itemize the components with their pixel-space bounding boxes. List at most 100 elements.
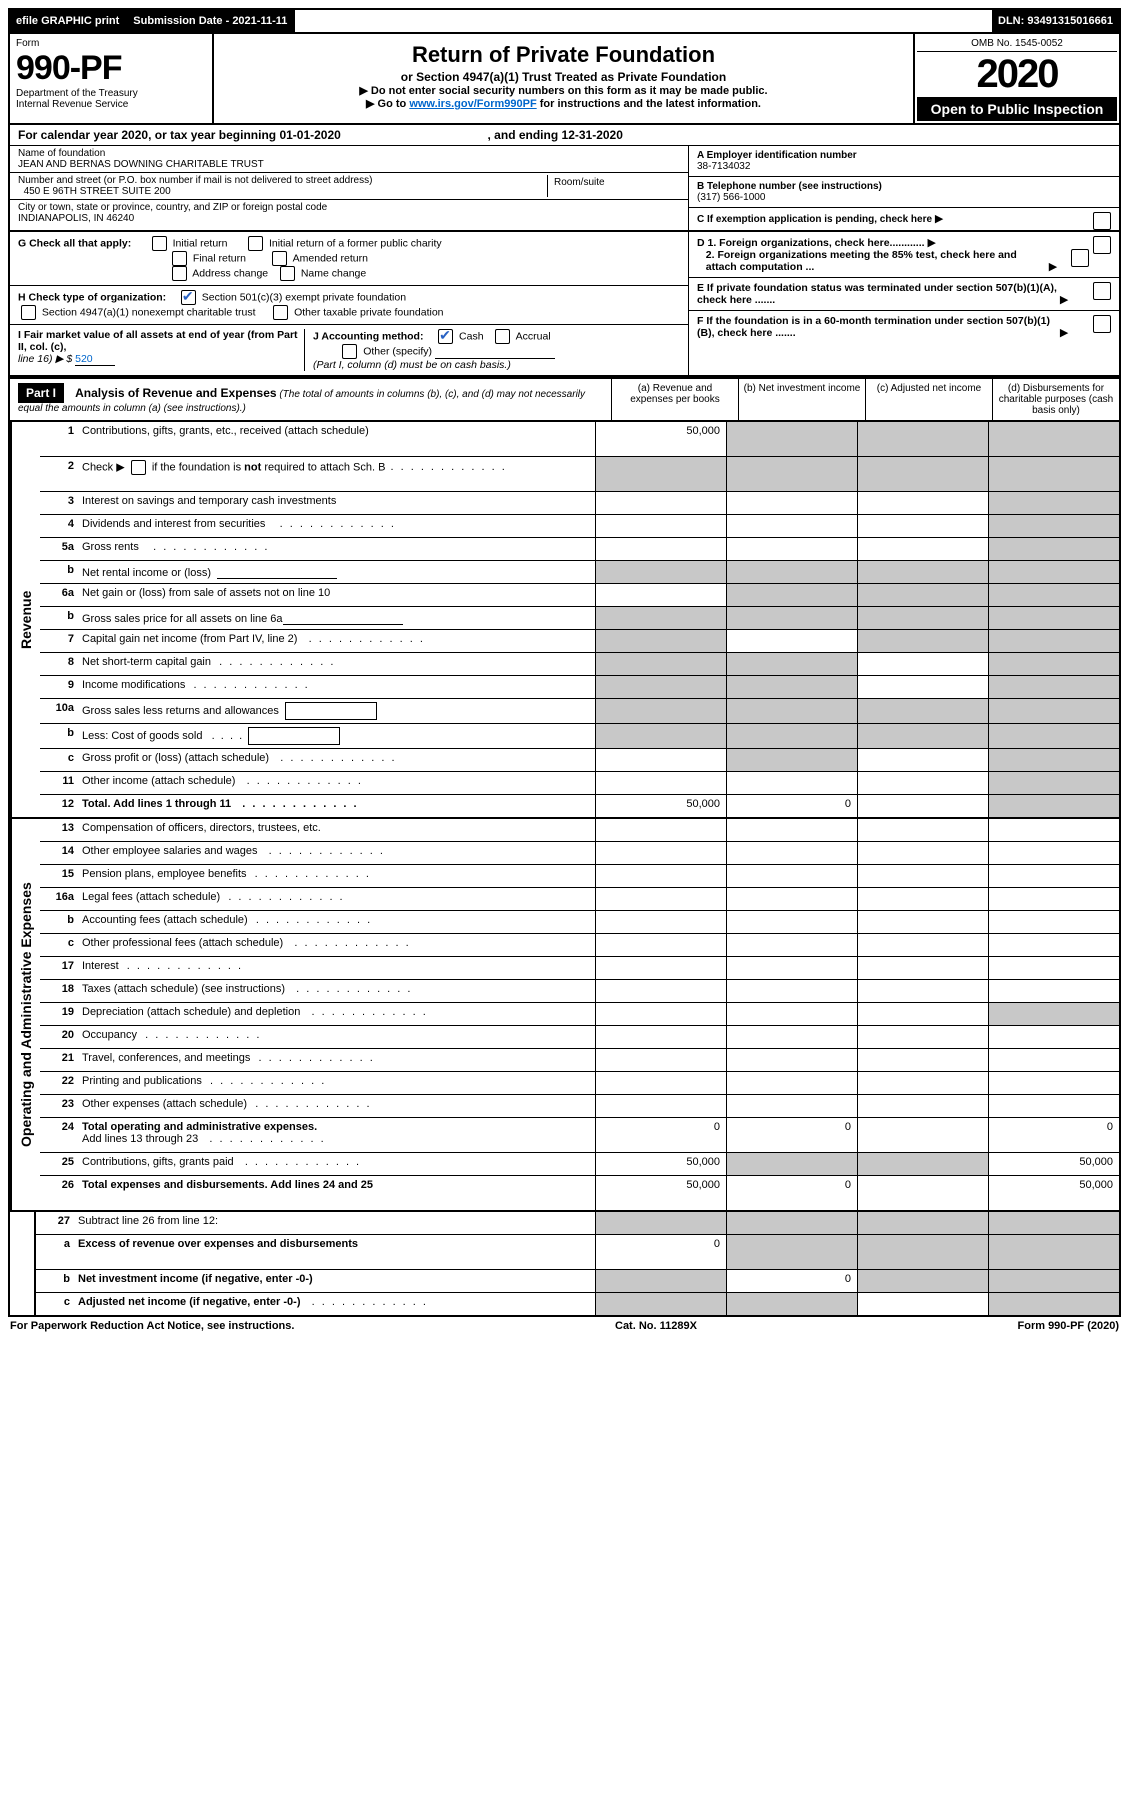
d <box>988 607 1119 629</box>
row-1-desc: Contributions, gifts, grants, etc., rece… <box>78 422 595 456</box>
d <box>988 1270 1119 1292</box>
dln: DLN: 93491315016661 <box>992 10 1119 32</box>
d: Gross profit or (loss) (attach schedule) <box>78 749 595 771</box>
d <box>988 492 1119 514</box>
d: Accounting fees (attach schedule) <box>78 911 595 933</box>
accrual-checkbox[interactable] <box>495 329 510 344</box>
c-checkbox[interactable] <box>1093 212 1111 230</box>
row-2-d <box>988 457 1119 491</box>
amended-return-checkbox[interactable] <box>272 251 287 266</box>
fmv-value: 520 <box>75 353 115 366</box>
form990pf-link[interactable]: www.irs.gov/Form990PF <box>409 98 536 110</box>
a: 50,000 <box>595 795 726 817</box>
cash-checkbox[interactable] <box>438 329 453 344</box>
cal-begin: For calendar year 2020, or tax year begi… <box>18 128 341 142</box>
d: Net gain or (loss) from sale of assets n… <box>78 584 595 606</box>
n: 15 <box>40 865 78 887</box>
d <box>988 1026 1119 1048</box>
ein-value: 38-7134032 <box>697 161 750 172</box>
row-21: 21Travel, conferences, and meetings <box>40 1049 1119 1072</box>
row-2-c <box>857 457 988 491</box>
row-2-b <box>726 457 857 491</box>
row-10c: cGross profit or (loss) (attach schedule… <box>40 749 1119 772</box>
d <box>988 819 1119 841</box>
entity-right: A Employer identification number 38-7134… <box>689 146 1119 230</box>
c <box>857 607 988 629</box>
address-change-checkbox[interactable] <box>172 266 187 281</box>
n: b <box>36 1270 74 1292</box>
n: 16a <box>40 888 78 910</box>
a <box>595 1072 726 1094</box>
b <box>726 980 857 1002</box>
d: Occupancy <box>78 1026 595 1048</box>
n: b <box>40 911 78 933</box>
row-20: 20Occupancy <box>40 1026 1119 1049</box>
d <box>988 1095 1119 1117</box>
d-row: D 1. Foreign organizations, check here..… <box>689 232 1119 278</box>
f-checkbox[interactable] <box>1093 315 1111 333</box>
n: c <box>40 934 78 956</box>
check-section: G Check all that apply: Initial return I… <box>8 232 1121 377</box>
c <box>857 934 988 956</box>
row-15: 15Pension plans, employee benefits <box>40 865 1119 888</box>
row-1-num: 1 <box>40 422 78 456</box>
b <box>726 492 857 514</box>
n: 25 <box>40 1153 78 1175</box>
d1-label: D 1. Foreign organizations, check here..… <box>697 237 925 249</box>
501c3-checkbox[interactable] <box>181 290 196 305</box>
form-subtitle: or Section 4947(a)(1) Trust Treated as P… <box>222 70 905 84</box>
top-bar: efile GRAPHIC print Submission Date - 20… <box>8 8 1121 34</box>
d <box>988 749 1119 771</box>
d <box>988 1003 1119 1025</box>
name-change-checkbox[interactable] <box>280 266 295 281</box>
a <box>595 911 726 933</box>
phone-label: B Telephone number (see instructions) <box>697 181 882 192</box>
expenses-table: Operating and Administrative Expenses 13… <box>8 819 1121 1212</box>
a: 50,000 <box>595 1176 726 1210</box>
row-24: 24Total operating and administrative exp… <box>40 1118 1119 1153</box>
row-27: 27Subtract line 26 from line 12: <box>36 1212 1119 1235</box>
initial-return-checkbox[interactable] <box>152 236 167 251</box>
b: 0 <box>726 1176 857 1210</box>
n: 3 <box>40 492 78 514</box>
d: Gross sales price for all assets on line… <box>78 607 595 629</box>
d2-checkbox[interactable] <box>1071 249 1089 267</box>
footer-right: Form 990-PF (2020) <box>1018 1320 1120 1332</box>
phone-field: B Telephone number (see instructions) (3… <box>689 177 1119 208</box>
e-checkbox[interactable] <box>1093 282 1111 300</box>
d: Capital gain net income (from Part IV, l… <box>78 630 595 652</box>
a <box>595 724 726 748</box>
g-label: G Check all that apply: <box>18 237 131 249</box>
a <box>595 492 726 514</box>
schb-checkbox[interactable] <box>131 460 146 475</box>
b: 0 <box>726 1118 857 1152</box>
n: 19 <box>40 1003 78 1025</box>
a <box>595 934 726 956</box>
d: Total operating and administrative expen… <box>78 1118 595 1152</box>
b <box>726 653 857 675</box>
part1-desc: Part I Analysis of Revenue and Expenses … <box>10 379 611 420</box>
c <box>857 772 988 794</box>
b <box>726 699 857 723</box>
c <box>857 561 988 583</box>
row-27c: cAdjusted net income (if negative, enter… <box>36 1293 1119 1315</box>
final-return-checkbox[interactable] <box>172 251 187 266</box>
d: Other employee salaries and wages <box>78 842 595 864</box>
a <box>595 699 726 723</box>
c <box>857 1270 988 1292</box>
initial-public-checkbox[interactable] <box>248 236 263 251</box>
d1-checkbox[interactable] <box>1093 236 1111 254</box>
d: Interest <box>78 957 595 979</box>
n: 10a <box>40 699 78 723</box>
row-6b: bGross sales price for all assets on lin… <box>40 607 1119 630</box>
d <box>988 772 1119 794</box>
other-taxable-checkbox[interactable] <box>273 305 288 320</box>
4947-checkbox[interactable] <box>21 305 36 320</box>
row-16c: cOther professional fees (attach schedul… <box>40 934 1119 957</box>
a <box>595 1293 726 1315</box>
instr-ssn: ▶ Do not enter social security numbers o… <box>222 84 905 97</box>
d: Pension plans, employee benefits <box>78 865 595 887</box>
row-11: 11Other income (attach schedule) <box>40 772 1119 795</box>
cal-end: , and ending 12-31-2020 <box>488 128 623 142</box>
other-method-checkbox[interactable] <box>342 344 357 359</box>
